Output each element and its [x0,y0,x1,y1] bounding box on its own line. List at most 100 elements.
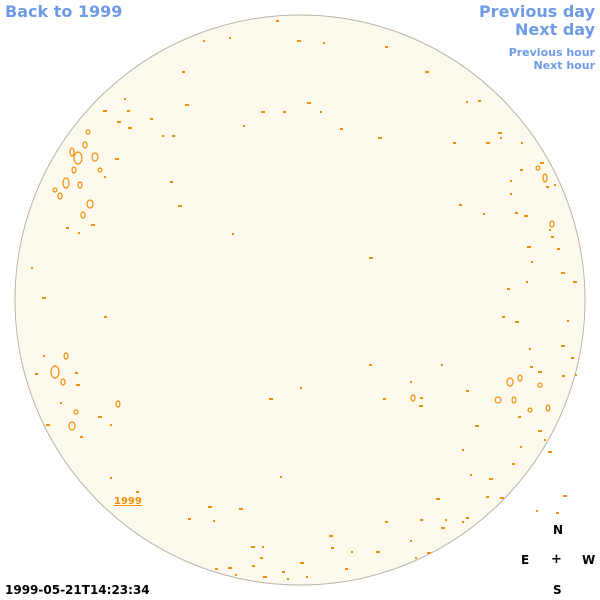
network-speckle [104,176,106,178]
network-speckle [283,111,286,113]
active-region-contour [115,400,121,408]
network-speckle [262,546,264,548]
network-speckle [549,229,551,231]
network-speckle [512,463,515,465]
active-region-contour [80,211,86,219]
network-speckle [320,111,322,113]
network-speckle [520,446,522,448]
network-speckle [46,424,50,426]
network-speckle [78,232,80,234]
network-speckle [307,102,311,104]
network-speckle [529,348,531,350]
network-speckle [515,321,519,323]
network-speckle [546,186,549,188]
network-speckle [441,527,445,529]
network-speckle [462,449,464,451]
network-speckle [243,125,245,127]
network-speckle [128,127,132,129]
network-speckle [178,205,182,207]
network-speckle [188,518,191,520]
network-speckle [536,510,538,512]
network-speckle [470,474,472,476]
network-speckle [115,158,119,160]
network-speckle [378,137,382,139]
back-to-year-link[interactable]: Back to 1999 [5,2,123,21]
network-speckle [331,547,334,549]
network-speckle [486,142,490,144]
network-speckle [98,416,102,418]
solar-disk [14,14,586,586]
network-speckle [445,519,447,521]
network-speckle [557,248,560,250]
network-speckle [182,71,185,73]
network-speckle [410,381,412,383]
network-speckle [556,512,559,514]
network-speckle [520,169,523,171]
active-region-contour [511,396,517,404]
active-region-contour [71,166,77,174]
network-speckle [228,567,232,569]
active-region-contour [91,152,99,162]
network-speckle [573,281,577,283]
network-speckle [500,497,504,499]
network-speckle [466,517,469,519]
active-region-contour [57,192,63,200]
network-speckle [410,540,412,542]
active-region-contour [542,173,548,183]
network-speckle [280,476,282,478]
network-speckle [425,71,429,73]
network-speckle [104,316,107,318]
network-speckle [466,101,468,103]
network-speckle [351,551,353,553]
network-speckle [383,398,386,400]
network-speckle [478,100,481,102]
network-speckle [251,546,255,548]
network-speckle [441,364,443,366]
network-speckle [526,281,528,283]
network-speckle [80,436,83,438]
network-speckle [252,565,255,567]
network-speckle [136,491,139,493]
active-region-contour [86,199,94,209]
network-speckle [300,562,304,564]
network-speckle [466,390,469,392]
network-speckle [208,506,212,508]
active-region-contour [527,407,533,413]
active-region-contour [63,352,69,360]
active-region-contour [506,377,514,387]
previous-day-link[interactable]: Previous day [478,2,595,21]
next-day-link[interactable]: Next day [515,20,595,39]
active-region-contour [410,394,416,402]
active-region-contour [73,409,79,415]
network-speckle [76,384,80,386]
network-speckle [510,193,512,195]
network-speckle [162,135,164,137]
network-speckle [287,578,289,580]
network-speckle [475,425,479,427]
previous-hour-link[interactable]: Previous hour [508,46,595,59]
network-speckle [215,568,218,570]
active-region-contour [73,151,83,165]
network-speckle [510,180,512,182]
active-region-contour [537,382,543,388]
network-speckle [561,345,565,347]
network-speckle [530,366,533,368]
year-link-on-disk[interactable]: 1999 [114,496,142,507]
network-speckle [548,451,552,453]
network-speckles [31,20,577,580]
next-hour-link[interactable]: Next hour [533,59,596,72]
active-region-contour [517,374,523,382]
network-speckle [300,387,302,389]
active-region-contour [494,396,502,404]
network-speckle [261,111,265,113]
network-speckle [489,478,493,480]
network-speckle [524,215,528,217]
compass-east: E [521,553,530,567]
network-speckle [124,98,126,100]
network-speckle [571,357,574,359]
network-speckle [31,267,33,269]
network-speckle [538,371,542,373]
network-speckle [42,297,46,299]
network-speckle [263,576,267,578]
magnetic-features [50,129,555,431]
